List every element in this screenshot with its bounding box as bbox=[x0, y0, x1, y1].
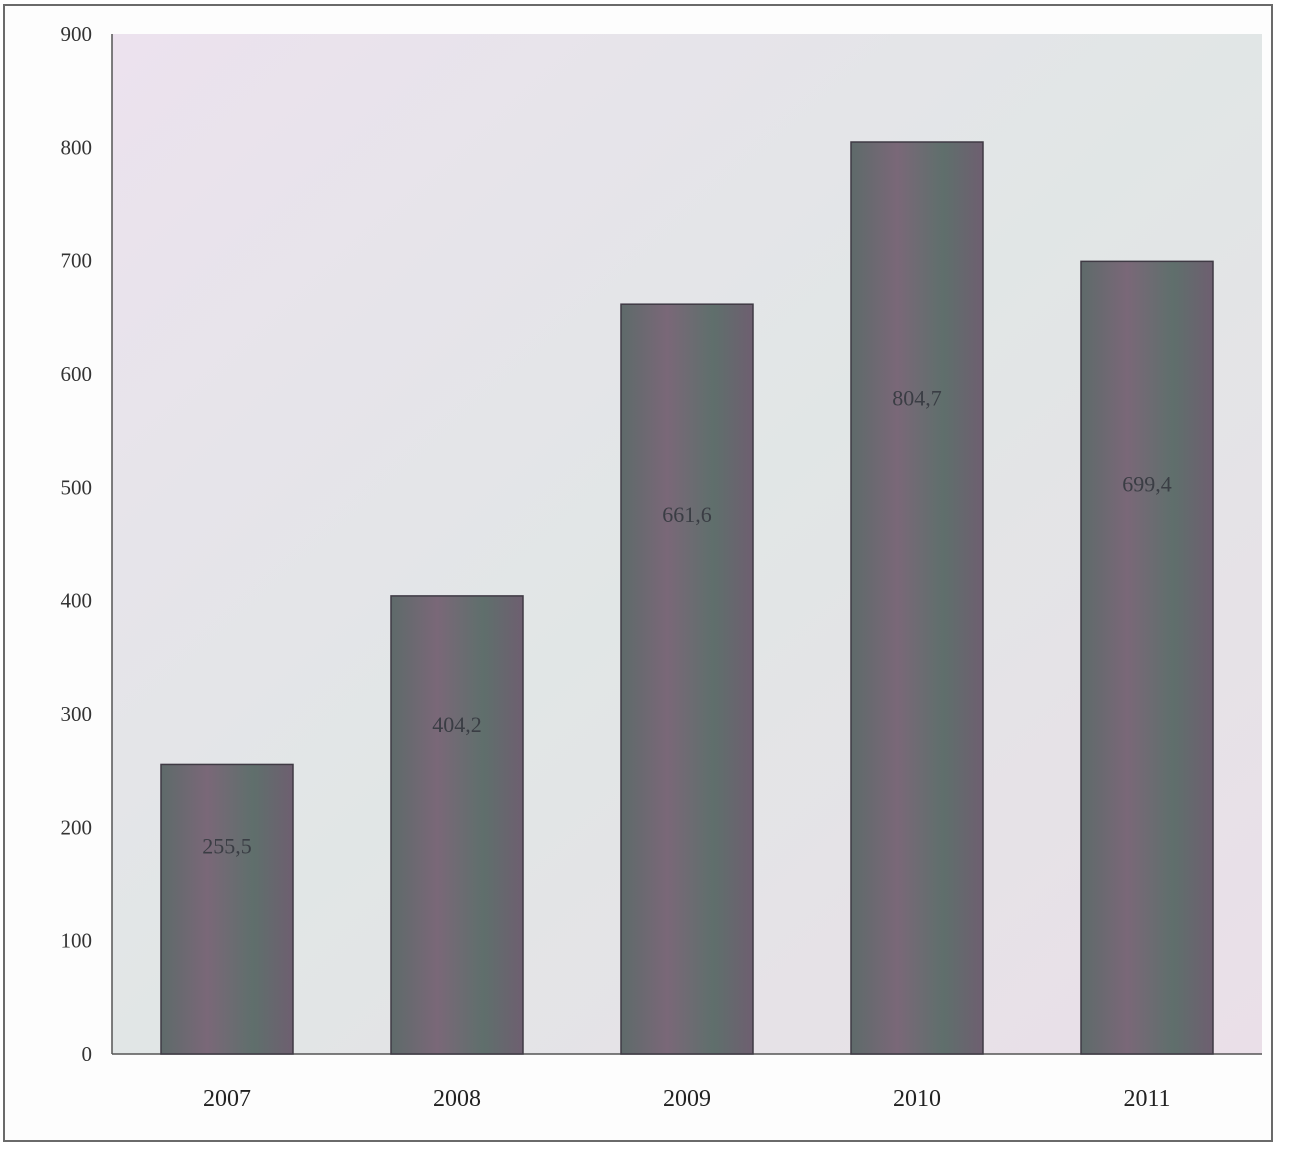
x-tick-label: 2008 bbox=[433, 1086, 481, 1112]
data-label: 661,6 bbox=[662, 502, 712, 527]
y-tick-label: 500 bbox=[61, 475, 93, 499]
bar-2008 bbox=[390, 595, 524, 1055]
bar-2009 bbox=[620, 303, 754, 1055]
bar-2011 bbox=[1080, 260, 1214, 1055]
data-label: 699,4 bbox=[1122, 471, 1172, 496]
x-tick-label: 2007 bbox=[203, 1086, 251, 1112]
y-tick-label: 600 bbox=[61, 362, 93, 386]
data-label: 255,5 bbox=[202, 834, 252, 859]
y-tick-label: 700 bbox=[61, 249, 93, 273]
x-tick-label: 2010 bbox=[893, 1086, 941, 1112]
bar-2007 bbox=[160, 763, 294, 1055]
x-tick-label: 2009 bbox=[663, 1086, 711, 1112]
y-tick-label: 900 bbox=[61, 22, 93, 46]
data-label: 404,2 bbox=[432, 712, 482, 737]
y-tick-label: 200 bbox=[61, 815, 93, 839]
data-label: 804,7 bbox=[892, 385, 942, 410]
y-tick-label: 800 bbox=[61, 135, 93, 159]
y-tick-label: 300 bbox=[61, 702, 93, 726]
x-tick-label: 2011 bbox=[1123, 1086, 1170, 1112]
y-tick-label: 400 bbox=[61, 589, 93, 613]
bar-2010 bbox=[850, 141, 984, 1055]
y-tick-label: 0 bbox=[82, 1042, 93, 1066]
y-tick-label: 100 bbox=[61, 929, 93, 953]
